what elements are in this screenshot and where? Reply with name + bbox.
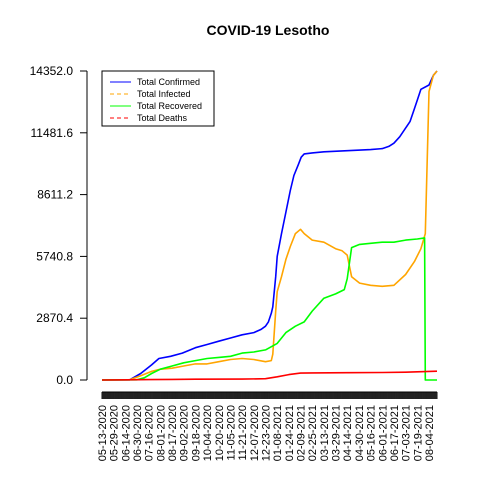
x-tick-label: 06-14-2020 (120, 405, 132, 461)
x-tick-label: 06-17-2021 (389, 405, 401, 461)
y-tick-label: 11481.6 (31, 126, 74, 140)
x-tick-label: 05-16-2021 (366, 405, 378, 461)
legend-label: Total Infected (137, 89, 191, 99)
x-tick-label: 01-08-2021 (272, 405, 284, 461)
x-tick-label: 11-21-2020 (237, 405, 249, 460)
x-tick-label: 08-17-2020 (167, 405, 179, 461)
x-tick-label: 03-29-2021 (331, 405, 343, 461)
x-tick-label: 09-02-2020 (179, 405, 191, 461)
x-tick-label: 07-19-2021 (412, 405, 424, 461)
x-tick-label: 02-25-2021 (307, 405, 319, 461)
y-tick-label: 2870.4 (36, 311, 73, 325)
x-tick-label: 06-01-2021 (377, 405, 389, 461)
x-tick-label: 06-30-2020 (132, 405, 144, 461)
x-tick-label: 09-18-2020 (190, 405, 202, 461)
x-tick-label: 03-13-2021 (319, 405, 331, 461)
y-tick-label: 0.0 (56, 373, 73, 387)
x-tick-label: 12-23-2020 (260, 405, 272, 461)
x-tick-label: 05-13-2020 (97, 405, 109, 461)
x-tick-label: 10-04-2020 (202, 405, 214, 461)
legend-label: Total Deaths (137, 113, 188, 123)
chart-title: COVID-19 Lesotho (207, 22, 330, 38)
x-tick-label: 12-07-2020 (249, 405, 261, 461)
x-tick-label: 08-04-2021 (424, 405, 436, 461)
x-tick-label: 01-24-2021 (284, 405, 296, 461)
x-axis: 05-13-2020 05-29-2020 06-14-2020 06-30-2020… (97, 392, 437, 461)
y-tick-label: 14352.0 (30, 64, 74, 78)
x-tick-label: 11-05-2020 (225, 405, 237, 460)
y-axis: 0.0 2870.4 5740.8 8611.2 11481.6 14352.0 (30, 64, 87, 387)
series-line-total-recovered (102, 238, 437, 380)
x-tick-label: 05-29-2020 (109, 405, 121, 461)
x-tick-label: 02-09-2021 (296, 405, 308, 461)
x-tick-label: 10-20-2020 (214, 405, 226, 461)
y-tick-label: 8611.2 (37, 188, 73, 202)
x-tick-label: 08-01-2020 (155, 405, 167, 461)
legend-label: Total Recovered (137, 101, 202, 111)
x-tick-label: 07-16-2020 (144, 405, 156, 461)
x-tick-label: 07-03-2021 (401, 405, 413, 461)
y-tick-label: 5740.8 (36, 249, 73, 263)
x-tick-label: 04-30-2021 (354, 405, 366, 461)
x-tick-label: 04-14-2021 (342, 405, 354, 461)
legend-label: Total Confirmed (137, 77, 200, 87)
legend: Total Confirmed Total Infected Total Recov… (102, 71, 214, 126)
